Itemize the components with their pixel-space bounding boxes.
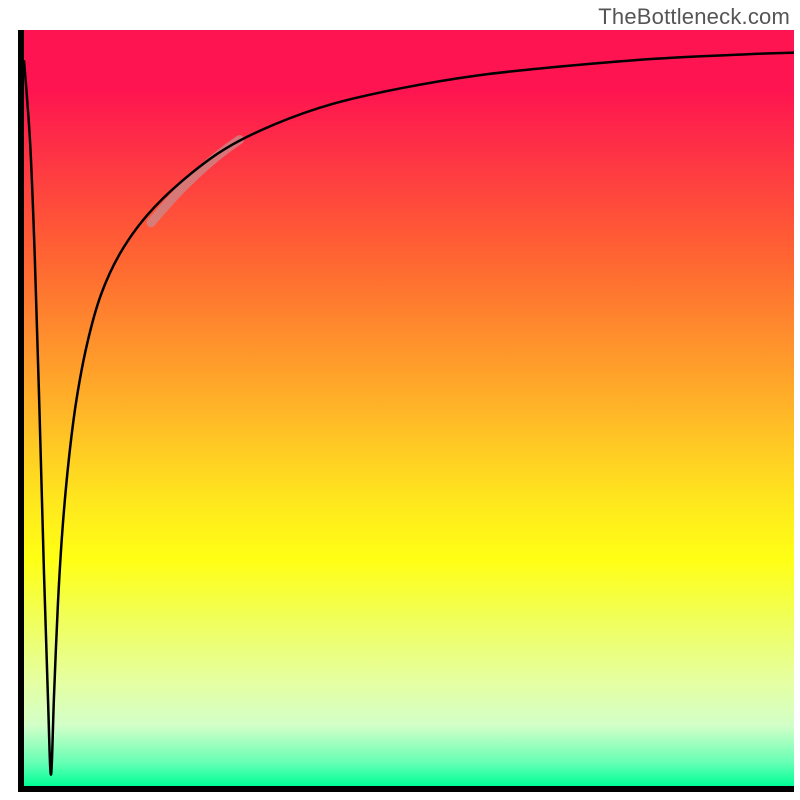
highlight-segment <box>151 140 240 223</box>
chart-container: TheBottleneck.com <box>0 0 800 800</box>
bottleneck-curve <box>24 53 794 775</box>
curve-svg <box>0 0 800 800</box>
